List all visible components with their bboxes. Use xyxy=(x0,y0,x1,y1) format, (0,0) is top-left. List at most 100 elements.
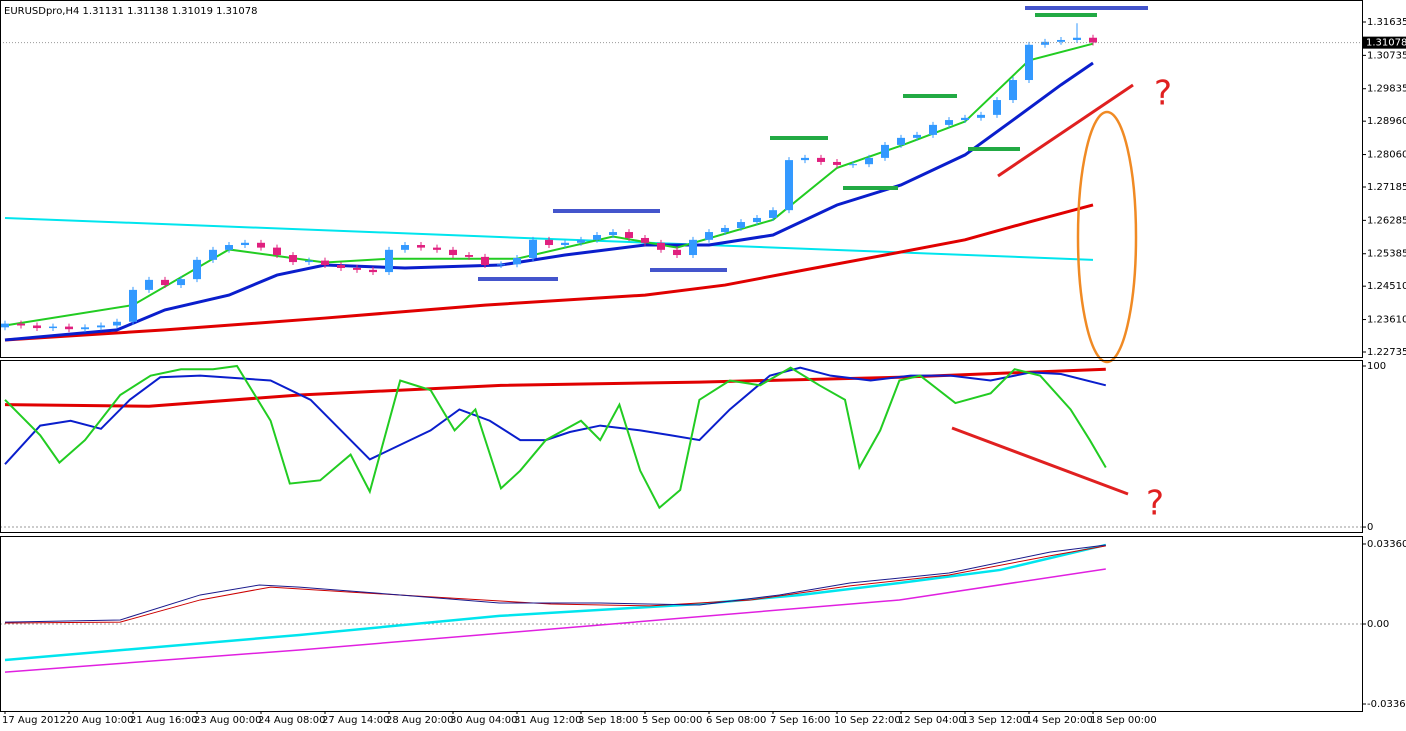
y-tick-label: 1.27185 xyxy=(1367,182,1406,193)
y-tick-label: 1.22735 xyxy=(1367,347,1406,358)
x-tick-label: 13 Sep 12:00 xyxy=(962,715,1029,726)
y-tick-label: 1.24510 xyxy=(1367,281,1406,292)
candle-body xyxy=(193,259,201,280)
x-tick-label: 20 Aug 10:00 xyxy=(66,715,133,726)
candle-body xyxy=(417,245,425,248)
y-tick-label: -0.03360 xyxy=(1367,699,1406,710)
candle-body xyxy=(593,235,601,240)
candle-body xyxy=(529,239,537,258)
x-tick-label: 23 Aug 00:00 xyxy=(194,715,261,726)
candle-body xyxy=(1009,80,1017,101)
candle-body xyxy=(769,210,777,218)
question-mark: ? xyxy=(1146,484,1164,524)
main-pane xyxy=(0,0,1363,358)
candle-body xyxy=(993,100,1001,115)
candle-body xyxy=(689,239,697,256)
candle-body xyxy=(161,279,169,286)
x-tick-label: 14 Sep 20:00 xyxy=(1026,715,1093,726)
x-tick-label: 7 Sep 16:00 xyxy=(770,715,830,726)
x-tick-label: 18 Sep 00:00 xyxy=(1090,715,1157,726)
candle-body xyxy=(561,242,569,246)
candle-body xyxy=(945,120,953,125)
x-tick-label: 17 Aug 2012 xyxy=(2,715,66,726)
indicator-line xyxy=(4,568,1106,673)
candle-body xyxy=(129,289,137,322)
y-tick-label: 1.28060 xyxy=(1367,150,1406,161)
candle-body xyxy=(801,157,809,161)
candle-body xyxy=(817,157,825,162)
candle-body xyxy=(17,323,25,326)
candle-body xyxy=(1,323,9,328)
candle-body xyxy=(65,326,73,330)
candle-body xyxy=(753,217,761,223)
drawn-ellipse xyxy=(1076,110,1138,364)
indicator-line xyxy=(4,544,1106,623)
candle-body xyxy=(625,232,633,238)
candle-body xyxy=(97,325,105,328)
candle-body xyxy=(1041,41,1049,45)
candle-body xyxy=(337,265,345,269)
x-tick-label: 3 Sep 18:00 xyxy=(578,715,638,726)
candle-body xyxy=(177,279,185,286)
y-tick-label: 1.30735 xyxy=(1367,50,1406,61)
candle-body xyxy=(849,164,857,166)
drawn-trend xyxy=(997,83,1134,178)
pane-frames xyxy=(0,0,1363,712)
candle-body xyxy=(385,249,393,273)
candle-body xyxy=(545,239,553,246)
symbol-header: EURUSDpro,H4 1.31131 1.31138 1.31019 1.3… xyxy=(4,6,258,17)
x-tick-label: 6 Sep 08:00 xyxy=(706,715,766,726)
indicator-line xyxy=(4,543,1107,662)
question-mark: ? xyxy=(1154,74,1172,114)
macd-pane xyxy=(0,536,1363,712)
candle-body xyxy=(961,117,969,121)
candle-body xyxy=(497,264,505,266)
x-tick-label: 31 Aug 12:00 xyxy=(514,715,581,726)
y-tick-label: 0.033608 xyxy=(1367,539,1406,550)
candle-body xyxy=(1089,37,1097,43)
candle-body xyxy=(657,242,665,250)
indicator-line xyxy=(4,203,1094,342)
indicator-line xyxy=(4,364,1107,510)
candle-body xyxy=(897,137,905,145)
y-tick-label: 1.23610 xyxy=(1367,315,1406,326)
candle-body xyxy=(913,134,921,138)
x-tick-label: 12 Sep 04:00 xyxy=(898,715,965,726)
drawn-trend xyxy=(951,426,1129,496)
y-tick-label: 1.28960 xyxy=(1367,116,1406,127)
x-tick-label: 21 Aug 16:00 xyxy=(130,715,197,726)
candle-body xyxy=(273,247,281,256)
candle-body xyxy=(1057,39,1065,42)
candle-body xyxy=(833,161,841,165)
candle-body xyxy=(289,255,297,263)
x-tick-label: 27 Aug 14:00 xyxy=(322,715,389,726)
candle-body xyxy=(145,279,153,290)
candle-body xyxy=(737,222,745,228)
candle-body xyxy=(305,260,313,263)
x-tick-label: 24 Aug 08:00 xyxy=(258,715,325,726)
candle-body xyxy=(721,227,729,233)
candle-body xyxy=(977,114,985,118)
candle-body xyxy=(673,249,681,256)
candle-body xyxy=(401,245,409,250)
candle-body xyxy=(609,232,617,236)
candle-body xyxy=(1025,44,1033,81)
candle-body xyxy=(33,325,41,329)
candle-body xyxy=(241,242,249,246)
candle-body xyxy=(209,249,217,260)
y-tick-label: 1.31635 xyxy=(1367,17,1406,28)
candle-body xyxy=(369,269,377,273)
user-annotations: ? ? xyxy=(478,6,1172,524)
candle-body xyxy=(353,268,361,270)
candle-body xyxy=(321,260,329,266)
candle-body xyxy=(257,242,265,248)
x-tick-label: 28 Aug 20:00 xyxy=(386,715,453,726)
x-tick-label: 5 Sep 00:00 xyxy=(642,715,702,726)
oscillator-pane xyxy=(0,360,1363,533)
indicator-line xyxy=(4,545,1106,624)
candle-body xyxy=(449,249,457,256)
candle-body xyxy=(481,256,489,266)
y-tick-label: 1.29835 xyxy=(1367,84,1406,95)
last-price-box xyxy=(1363,36,1406,49)
candle-body xyxy=(81,327,89,330)
